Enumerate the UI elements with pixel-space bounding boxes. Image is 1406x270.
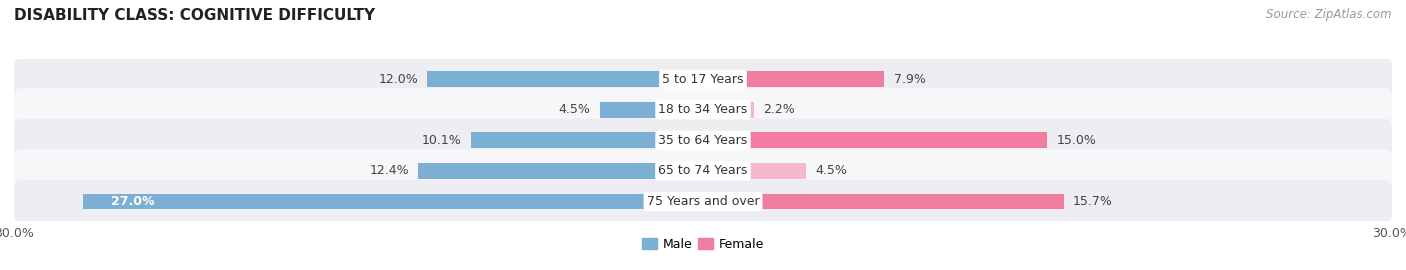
Text: 18 to 34 Years: 18 to 34 Years [658, 103, 748, 116]
Text: 12.0%: 12.0% [378, 73, 418, 86]
Text: 12.4%: 12.4% [370, 164, 409, 177]
Text: 2.2%: 2.2% [762, 103, 794, 116]
FancyBboxPatch shape [14, 119, 1392, 162]
Text: 65 to 74 Years: 65 to 74 Years [658, 164, 748, 177]
Text: 15.0%: 15.0% [1057, 134, 1097, 147]
Text: 35 to 64 Years: 35 to 64 Years [658, 134, 748, 147]
Text: 15.7%: 15.7% [1073, 195, 1112, 208]
Text: 75 Years and over: 75 Years and over [647, 195, 759, 208]
Bar [471, 133, 703, 148]
Text: DISABILITY CLASS: COGNITIVE DIFFICULTY: DISABILITY CLASS: COGNITIVE DIFFICULTY [14, 8, 375, 23]
Bar [703, 102, 754, 118]
Bar [599, 102, 703, 118]
Bar [703, 194, 1063, 210]
Text: 7.9%: 7.9% [894, 73, 925, 86]
FancyBboxPatch shape [14, 88, 1392, 131]
Bar [427, 71, 703, 87]
Text: 5 to 17 Years: 5 to 17 Years [662, 73, 744, 86]
FancyBboxPatch shape [14, 58, 1392, 101]
Text: 4.5%: 4.5% [558, 103, 591, 116]
Legend: Male, Female: Male, Female [637, 233, 769, 256]
Text: 27.0%: 27.0% [111, 195, 155, 208]
Bar [418, 163, 703, 179]
Text: 10.1%: 10.1% [422, 134, 461, 147]
Text: Source: ZipAtlas.com: Source: ZipAtlas.com [1267, 8, 1392, 21]
Bar [83, 194, 703, 210]
Bar [703, 133, 1047, 148]
Text: 4.5%: 4.5% [815, 164, 848, 177]
Bar [703, 163, 807, 179]
FancyBboxPatch shape [14, 180, 1392, 223]
FancyBboxPatch shape [14, 149, 1392, 193]
Bar [703, 71, 884, 87]
